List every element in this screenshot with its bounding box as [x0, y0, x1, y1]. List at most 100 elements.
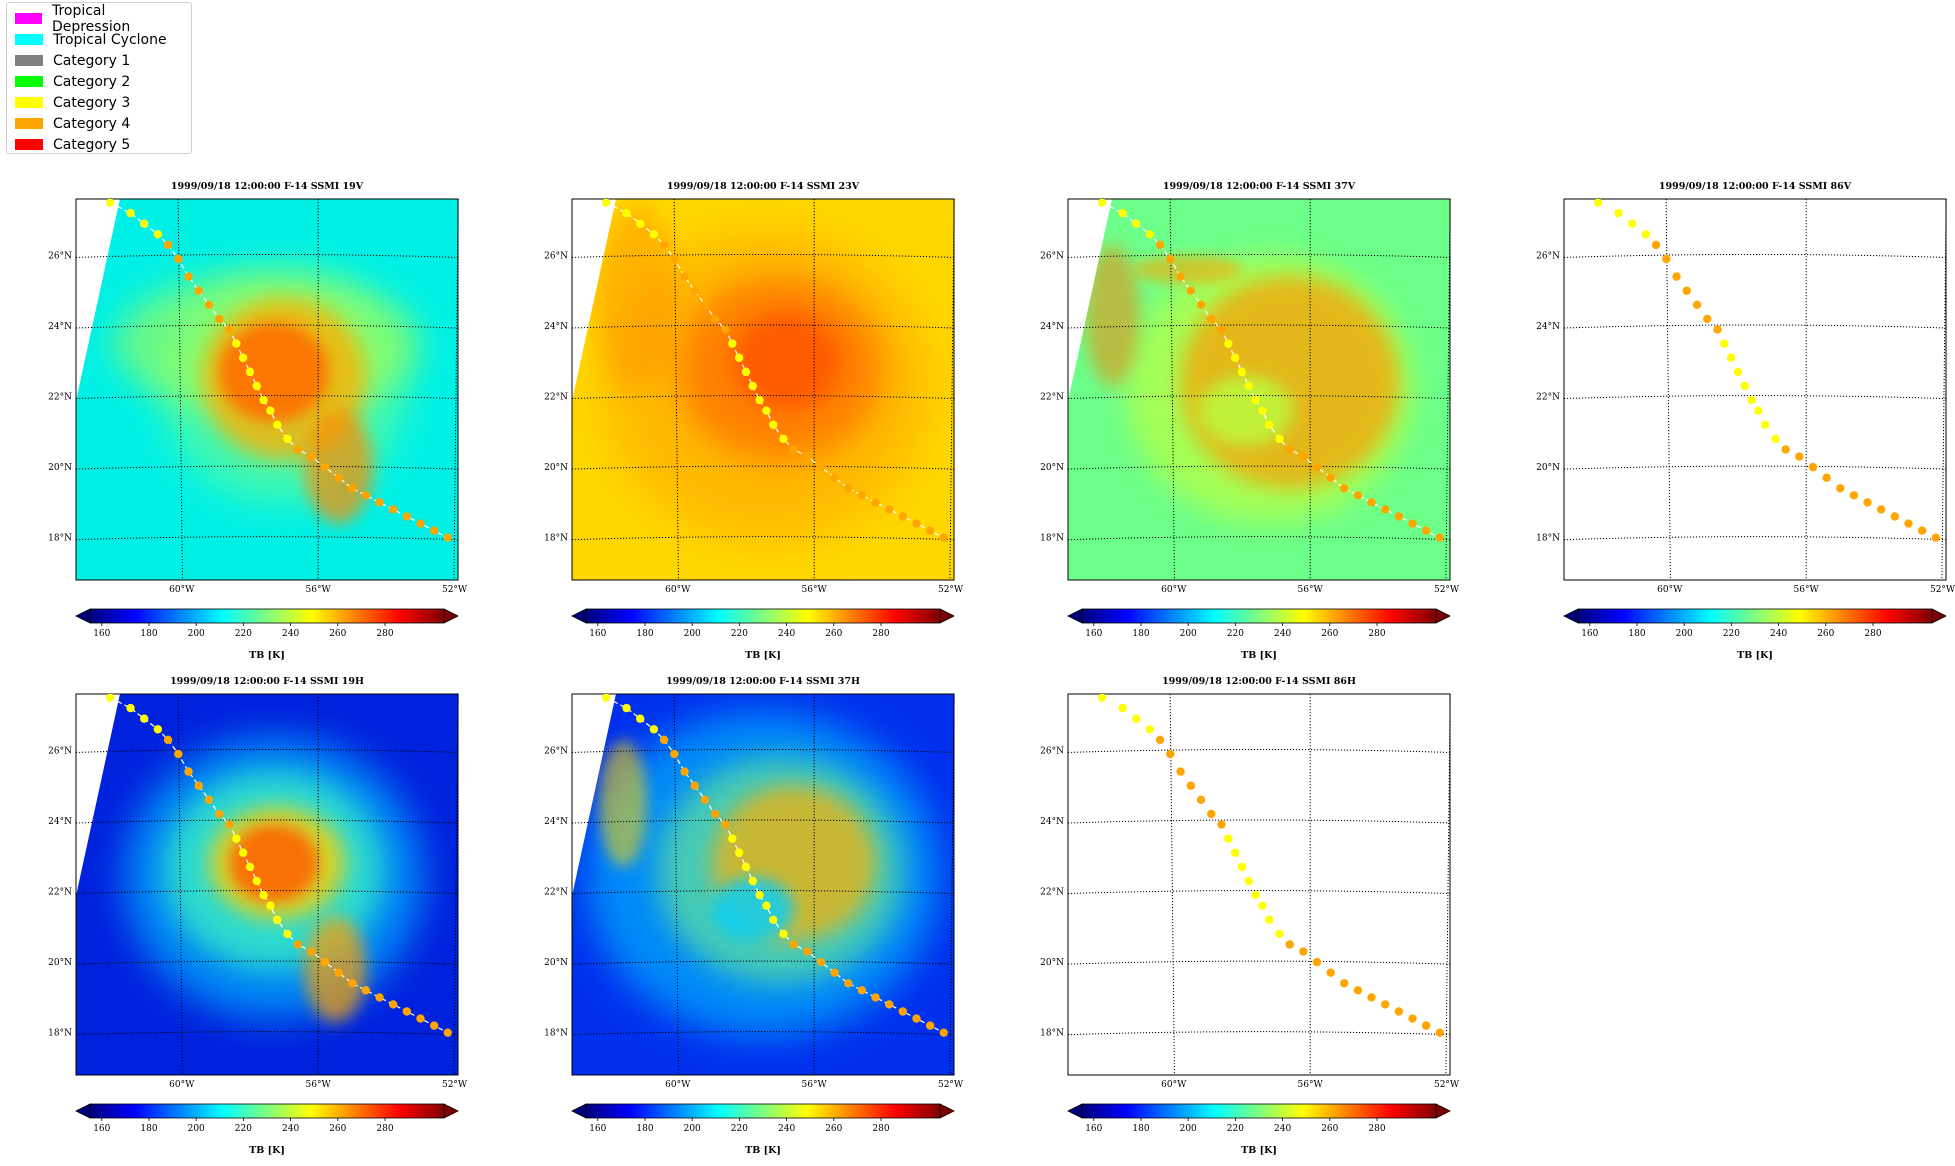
track-point: [307, 947, 316, 956]
track-point: [1176, 272, 1185, 281]
storm-track: [1097, 694, 1444, 1037]
colorbar: 160 180 200 220 240 260 280: [571, 608, 955, 639]
track-point: [1733, 367, 1743, 377]
track-point: [1421, 526, 1431, 535]
track-point: [734, 353, 744, 362]
track-point: [225, 325, 234, 334]
track-point: [1097, 199, 1107, 207]
colorbar-tick-label: 220: [1723, 629, 1740, 639]
colorbar-tick-label: 160: [1581, 629, 1598, 639]
colorbar-tick-label: 260: [329, 1124, 346, 1134]
track-point: [225, 820, 234, 829]
legend-label: Category 5: [53, 136, 131, 153]
track-point: [1672, 272, 1681, 281]
lat-tick-label: 22°N: [1536, 393, 1560, 403]
track-point: [163, 240, 173, 250]
lon-gridline: [949, 693, 955, 1076]
colorbar-min-extend: [1067, 608, 1083, 624]
lat-gridline: [1067, 536, 1451, 541]
track-point: [1394, 1007, 1404, 1016]
track-point: [1237, 862, 1247, 872]
lat-tick-label: 20°N: [1040, 463, 1064, 473]
colorbar-tick-label: 220: [235, 1124, 252, 1134]
lon-tick-label: 52°W: [1930, 585, 1955, 595]
map-frame: [1563, 198, 1947, 581]
track-point: [816, 462, 826, 472]
track-point: [636, 714, 645, 723]
track-point: [443, 1028, 452, 1037]
track-point: [844, 484, 853, 493]
tb-blob: [1085, 244, 1140, 386]
colorbar-tick-label: 280: [376, 1124, 393, 1134]
track-point: [194, 286, 203, 295]
track-point: [429, 1021, 439, 1030]
map-plot: 26°N 24°N 22°N 20°N 18°N 60°W 56°W 52°W: [544, 198, 964, 595]
track-point: [762, 901, 771, 910]
map-panel: 1999/09/18 12:00:00 F-14 SSMI 37H 26°N 24°…: [512, 676, 972, 1166]
lat-tick-label: 22°N: [544, 393, 568, 403]
colorbar-tick-label: 240: [1274, 1124, 1291, 1134]
track-point: [939, 533, 948, 542]
tb-field: [1068, 199, 1450, 580]
lat-tick-label: 18°N: [544, 534, 568, 544]
track-point: [1299, 452, 1308, 461]
track-point: [830, 473, 839, 482]
track-point: [830, 968, 839, 977]
colorbar-tick-label: 180: [140, 629, 157, 639]
colorbar: 160 180 200 220 240 260 280: [1067, 1103, 1451, 1134]
track-point: [1166, 749, 1175, 759]
track-point: [1340, 484, 1349, 493]
lat-gridline: [1067, 465, 1451, 470]
colorbar-max-extend: [939, 1103, 955, 1119]
lat-gridline: [75, 324, 459, 329]
colorbar-tick-label: 180: [1132, 629, 1149, 639]
track-point: [215, 809, 224, 819]
track-point: [1196, 300, 1206, 310]
track-point: [1275, 434, 1284, 444]
lat-tick-label: 18°N: [544, 1029, 568, 1039]
track-point: [238, 353, 248, 362]
track-point: [1795, 452, 1804, 461]
lat-tick-label: 20°N: [1536, 463, 1560, 473]
colorbar-body: [1577, 608, 1933, 624]
track-point: [939, 1028, 948, 1037]
track-point: [443, 533, 452, 542]
lon-tick-label: 52°W: [442, 1080, 468, 1090]
colorbar-min-extend: [1067, 1103, 1083, 1119]
track-point: [1326, 473, 1335, 482]
track-point: [925, 526, 935, 535]
lon-tick-label: 60°W: [1161, 585, 1187, 595]
colorbar-tick-label: 160: [1085, 1124, 1102, 1134]
colorbar-body: [585, 1103, 941, 1119]
colorbar-min-extend: [75, 608, 91, 624]
legend-item: Category 5: [15, 134, 183, 155]
track-point: [779, 929, 788, 939]
colorbar-tick-label: 260: [1817, 629, 1834, 639]
lat-tick-label: 26°N: [1040, 251, 1064, 261]
track-point: [1380, 505, 1390, 514]
track-point: [748, 381, 757, 391]
tb-field: [76, 199, 458, 580]
lat-tick-label: 22°N: [544, 888, 568, 898]
colorbar-tick-label: 200: [188, 1124, 205, 1134]
track-point: [1230, 353, 1240, 362]
track-point: [721, 820, 730, 829]
track-point: [857, 491, 867, 500]
colorbar-max-extend: [1931, 608, 1947, 624]
map-panel: 1999/09/18 12:00:00 F-14 SSMI 86H 26°N 24°…: [1008, 676, 1468, 1166]
legend-item: Category 3: [15, 92, 183, 113]
track-point: [1771, 434, 1780, 444]
colorbar-tick-label: 260: [825, 629, 842, 639]
track-point: [884, 505, 894, 514]
track-point: [659, 240, 669, 250]
track-point: [1299, 947, 1308, 956]
lat-gridline: [1067, 960, 1451, 965]
track-point: [388, 505, 398, 514]
lat-gridline: [571, 253, 955, 258]
lat-tick-label: 18°N: [1040, 1029, 1064, 1039]
track-point: [1651, 240, 1661, 250]
track-point: [293, 940, 302, 949]
track-point: [1166, 254, 1175, 264]
track-point: [361, 491, 371, 500]
lat-gridline: [1067, 819, 1451, 824]
